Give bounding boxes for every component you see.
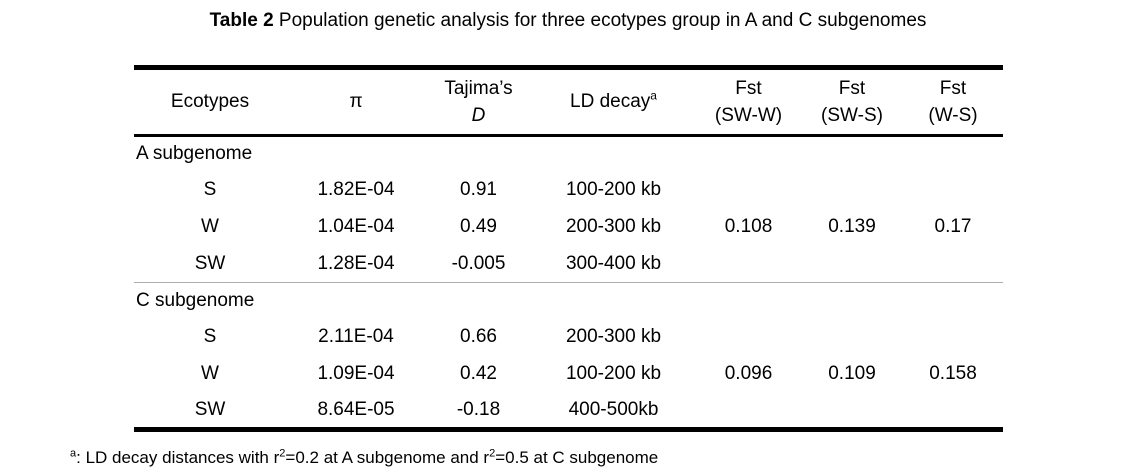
section-label: C subgenome xyxy=(136,289,255,311)
header-fst-sw-s-line1: Fst xyxy=(838,78,866,99)
cell-tajimas-d: 0.66 xyxy=(460,326,497,347)
document-page: Table 2 Population genetic analysis for … xyxy=(0,9,1136,469)
cell-fst-w-s xyxy=(903,172,1003,209)
footnote-text-2: =0.2 at A subgenome and r xyxy=(285,448,490,467)
cell-ecotype: S xyxy=(203,179,217,200)
cell-fst-w-s xyxy=(903,393,1003,430)
population-genetics-table: Ecotypes π Tajima’s D LD decaya Fst (SW-… xyxy=(134,65,1003,432)
cell-ld-decay: 200-300 kb xyxy=(565,326,662,347)
header-ld-decay-superscript: a xyxy=(650,88,657,103)
cell-fst-w-s: 0.17 xyxy=(934,216,972,237)
cell-ecotype: S xyxy=(203,326,217,347)
header-tajimas-line1: Tajima’s xyxy=(444,78,513,99)
header-pi: π xyxy=(349,91,363,112)
section-row-c-subgenome: C subgenome xyxy=(134,282,1003,319)
cell-ld-decay: 300-400 kb xyxy=(565,252,662,274)
cell-fst-sw-s: 0.109 xyxy=(828,363,876,384)
cell-fst-sw-s: 0.139 xyxy=(828,216,876,237)
table-header: Ecotypes π Tajima’s D LD decaya Fst (SW-… xyxy=(134,68,1003,136)
cell-ld-decay: 400-500kb xyxy=(568,398,659,420)
cell-pi: 2.11E-04 xyxy=(318,326,394,347)
table-body: A subgenome S 1.82E-04 0.91 100-200 kb W… xyxy=(134,136,1003,430)
cell-fst-sw-w: 0.096 xyxy=(724,363,773,384)
cell-fst-sw-w xyxy=(696,246,801,283)
cell-fst-sw-w: 0.108 xyxy=(724,216,773,237)
cell-fst-w-s: 0.158 xyxy=(929,363,977,384)
cell-pi: 1.82E-04 xyxy=(317,179,395,200)
header-fst-w-s-line1: Fst xyxy=(939,78,967,99)
cell-ecotype: SW xyxy=(194,252,226,274)
cell-fst-sw-s xyxy=(801,246,903,283)
header-fst-sw-w: Fst (SW-W) xyxy=(696,68,801,136)
cell-fst-sw-s xyxy=(801,319,903,356)
header-fst-sw-w-line1: Fst xyxy=(735,78,762,99)
cell-fst-sw-w xyxy=(696,319,801,356)
cell-tajimas-d: 0.49 xyxy=(460,216,497,237)
cell-fst-sw-w xyxy=(696,172,801,209)
table-row: S 1.82E-04 0.91 100-200 kb xyxy=(134,172,1003,209)
cell-fst-sw-s xyxy=(801,172,903,209)
cell-fst-sw-s xyxy=(801,393,903,430)
header-fst-sw-s: Fst (SW-S) xyxy=(801,68,903,136)
cell-ecotype: W xyxy=(201,363,219,384)
header-ld-decay: LD decaya xyxy=(531,68,696,136)
cell-tajimas-d: -0.005 xyxy=(451,252,506,274)
table-footnote: a: LD decay distances with r2=0.2 at A s… xyxy=(70,447,658,469)
cell-pi: 1.04E-04 xyxy=(317,216,395,237)
cell-ld-decay: 100-200 kb xyxy=(565,363,662,384)
header-ecotypes: Ecotypes xyxy=(170,91,250,112)
table-caption: Table 2 Population genetic analysis for … xyxy=(0,9,1136,33)
cell-pi: 1.28E-04 xyxy=(317,252,395,274)
cell-ecotype: SW xyxy=(194,398,226,420)
table-caption-label: Table 2 xyxy=(209,10,274,31)
table-caption-text: Population genetic analysis for three ec… xyxy=(273,10,927,31)
table-row: S 2.11E-04 0.66 200-300 kb xyxy=(134,319,1003,356)
section-label: A subgenome xyxy=(136,143,253,165)
table-row: SW 8.64E-05 -0.18 400-500kb xyxy=(134,393,1003,430)
cell-fst-w-s xyxy=(903,319,1003,356)
footnote-superscript-2-first: 2 xyxy=(279,447,286,460)
header-fst-sw-s-line2: (SW-S) xyxy=(821,105,883,126)
cell-ld-decay: 200-300 kb xyxy=(565,216,662,237)
cell-tajimas-d: 0.42 xyxy=(460,363,497,384)
cell-fst-w-s xyxy=(903,246,1003,283)
footnote-superscript-2-second: 2 xyxy=(489,447,496,460)
cell-fst-sw-w xyxy=(696,393,801,430)
cell-tajimas-d: 0.91 xyxy=(460,179,497,200)
header-fst-sw-w-line2: (SW-W) xyxy=(714,105,783,126)
header-fst-w-s: Fst (W-S) xyxy=(903,68,1003,136)
cell-pi: 1.09E-04 xyxy=(317,363,395,384)
table-row: W 1.09E-04 0.42 100-200 kb 0.096 0.109 0… xyxy=(134,356,1003,393)
table-row: W 1.04E-04 0.49 200-300 kb 0.108 0.139 0… xyxy=(134,209,1003,246)
header-ld-decay-text: LD decay xyxy=(570,91,651,112)
cell-ld-decay: 100-200 kb xyxy=(565,179,662,200)
section-row-a-subgenome: A subgenome xyxy=(134,136,1003,172)
footnote-text-1: : LD decay distances with r xyxy=(76,448,280,467)
cell-ecotype: W xyxy=(201,216,219,237)
header-tajimas-d: Tajima’s D xyxy=(426,68,531,136)
footnote-text-3: =0.5 at C subgenome xyxy=(495,448,659,467)
table-row: SW 1.28E-04 -0.005 300-400 kb xyxy=(134,246,1003,283)
header-tajimas-line2: D xyxy=(471,105,486,126)
header-fst-w-s-line2: (W-S) xyxy=(928,105,978,126)
footnote-marker: a xyxy=(70,447,77,460)
cell-pi: 8.64E-05 xyxy=(317,398,395,420)
header-row: Ecotypes π Tajima’s D LD decaya Fst (SW-… xyxy=(134,68,1003,136)
cell-tajimas-d: -0.18 xyxy=(456,398,501,420)
